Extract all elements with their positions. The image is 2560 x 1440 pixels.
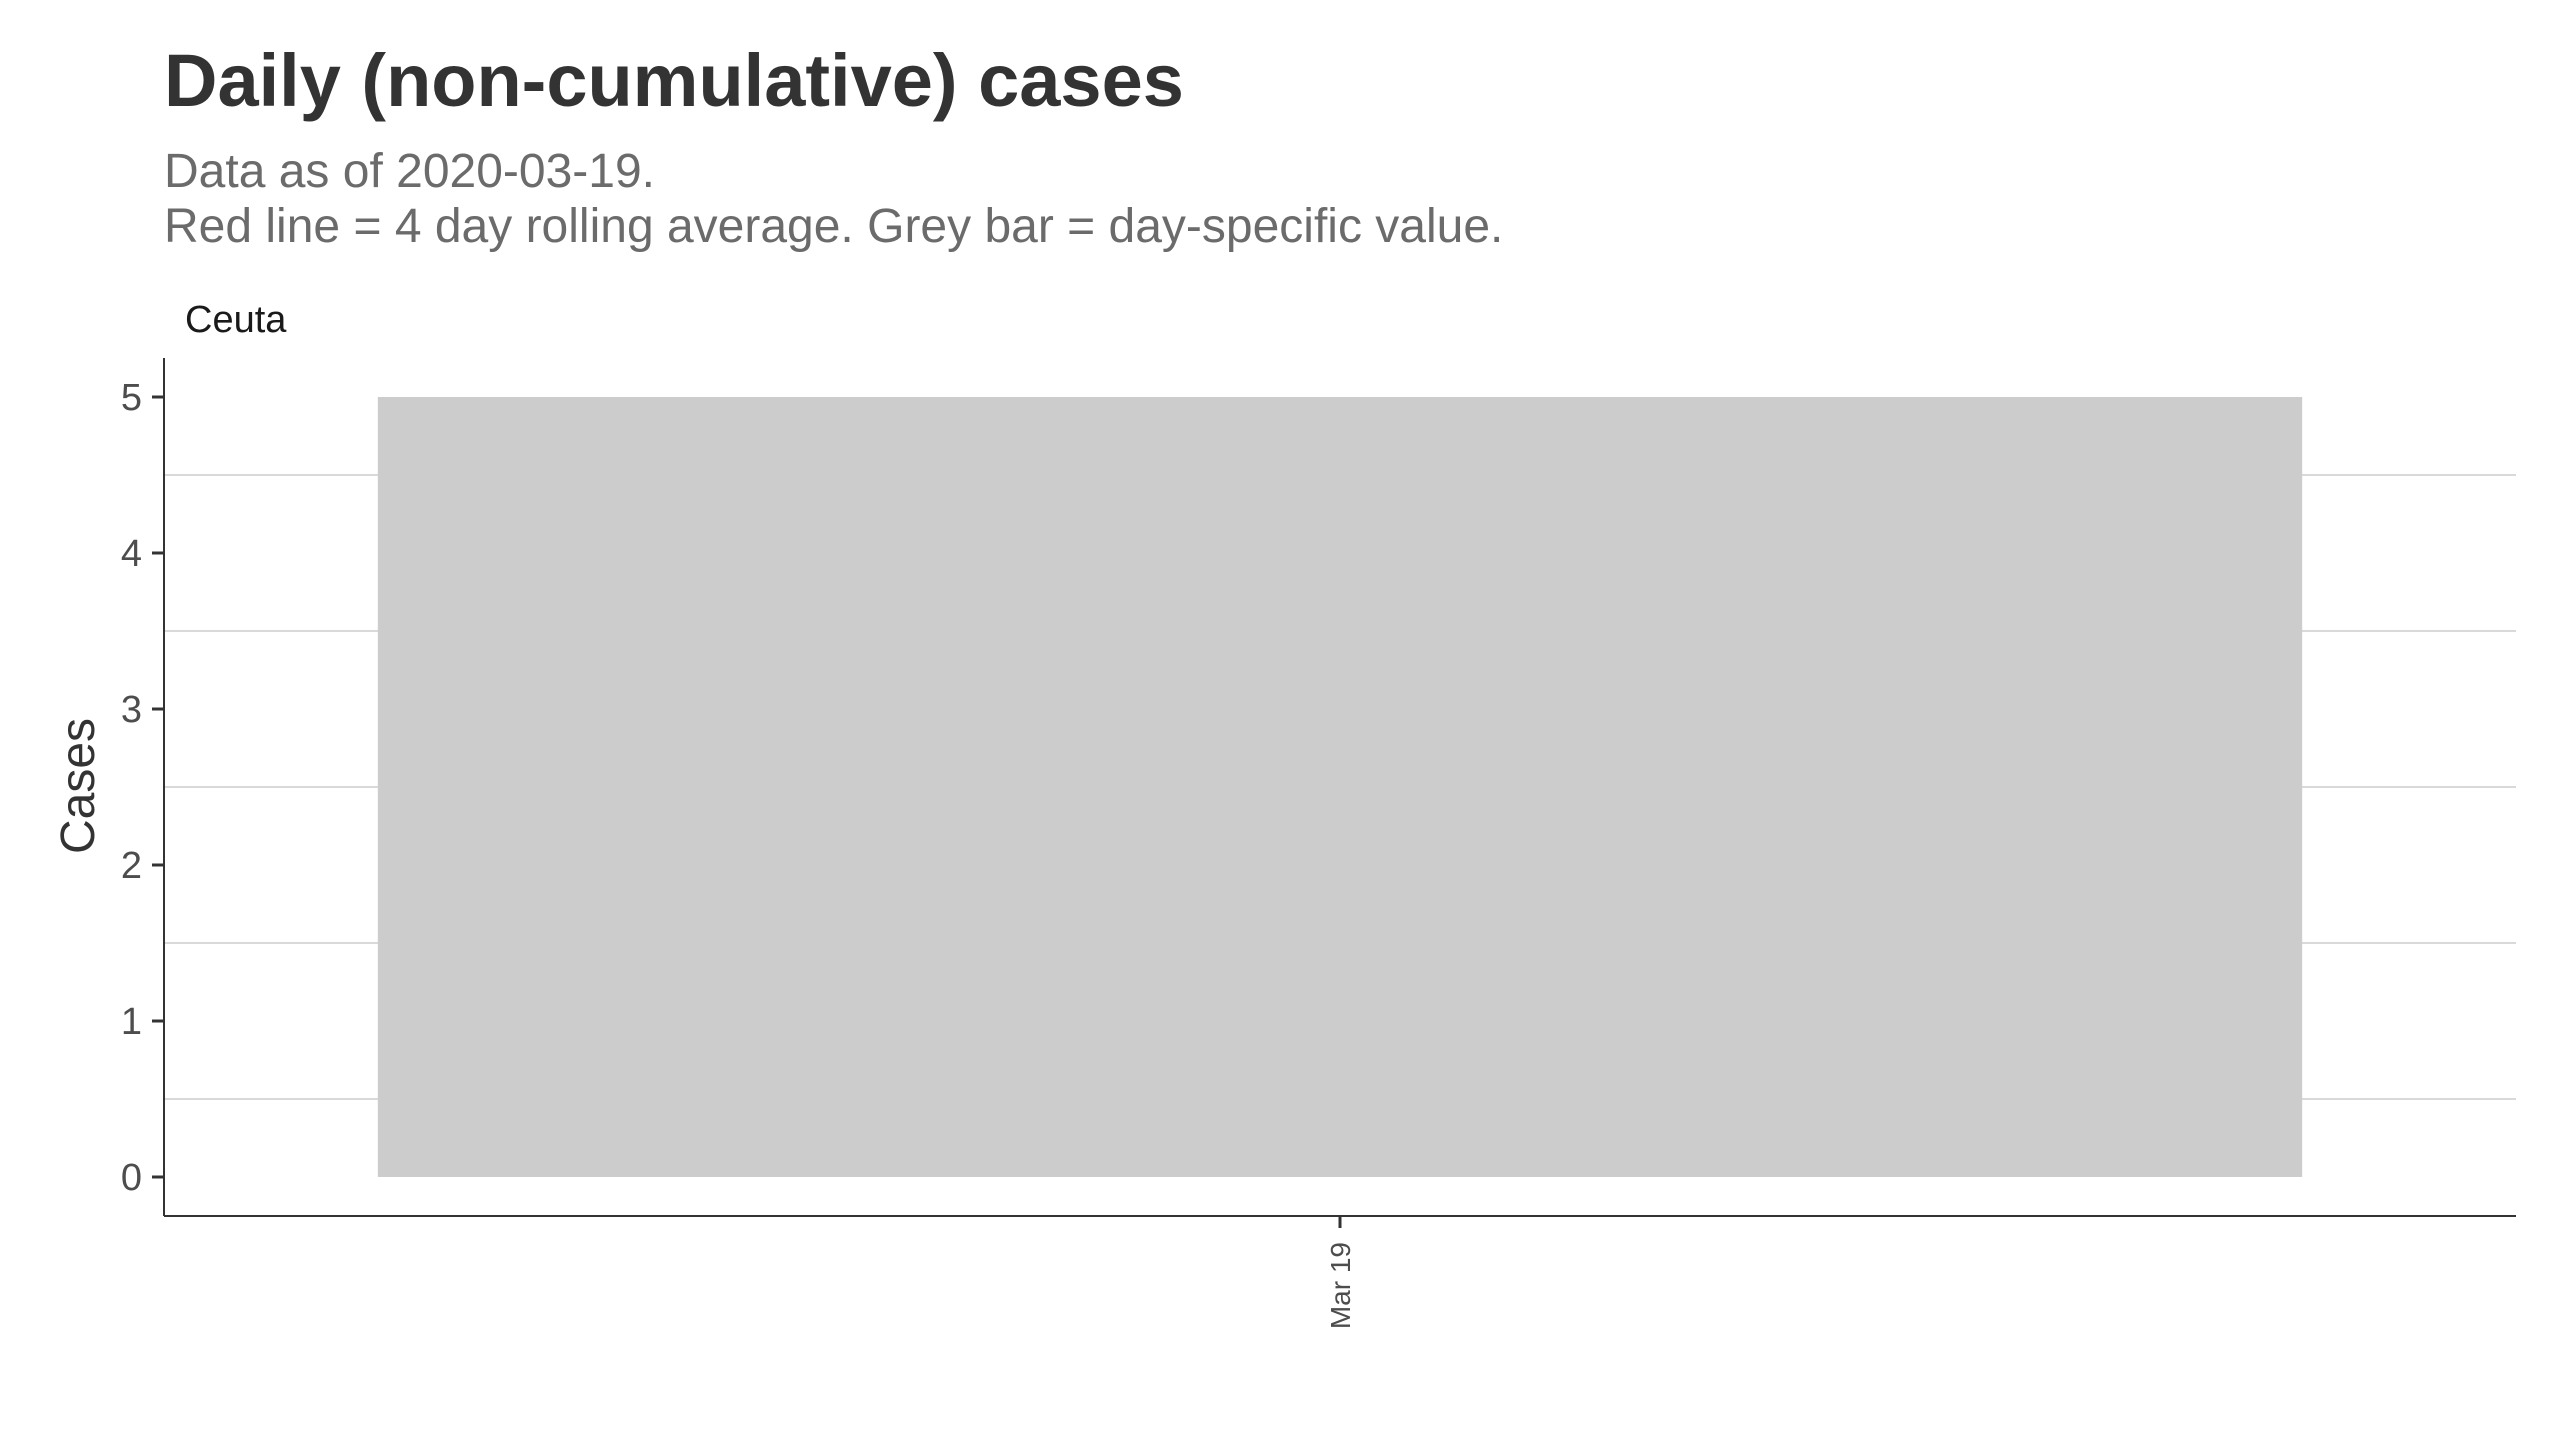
subtitle-legend-note: Red line = 4 day rolling average. Grey b… [164, 200, 1504, 253]
subtitle-date: Data as of 2020-03-19. [164, 145, 655, 198]
y-tick-label: 1 [121, 1001, 142, 1043]
y-tick-label: 4 [121, 533, 142, 575]
y-tick-label: 5 [121, 377, 142, 419]
y-tick-label: 3 [121, 689, 142, 731]
bars [377, 397, 2303, 1177]
y-tick-label: 0 [121, 1157, 142, 1199]
panel-label: Ceuta [185, 299, 287, 341]
bar-mar-19 [377, 397, 2303, 1177]
y-axis-label: Cases [52, 718, 105, 854]
x-tick-label: Mar 19 [1325, 1242, 1356, 1329]
page-title: Daily (non-cumulative) cases [164, 39, 1184, 122]
y-tick-label: 2 [121, 845, 142, 887]
axes: 0 1 2 3 4 5 Mar 19 [121, 358, 2516, 1329]
